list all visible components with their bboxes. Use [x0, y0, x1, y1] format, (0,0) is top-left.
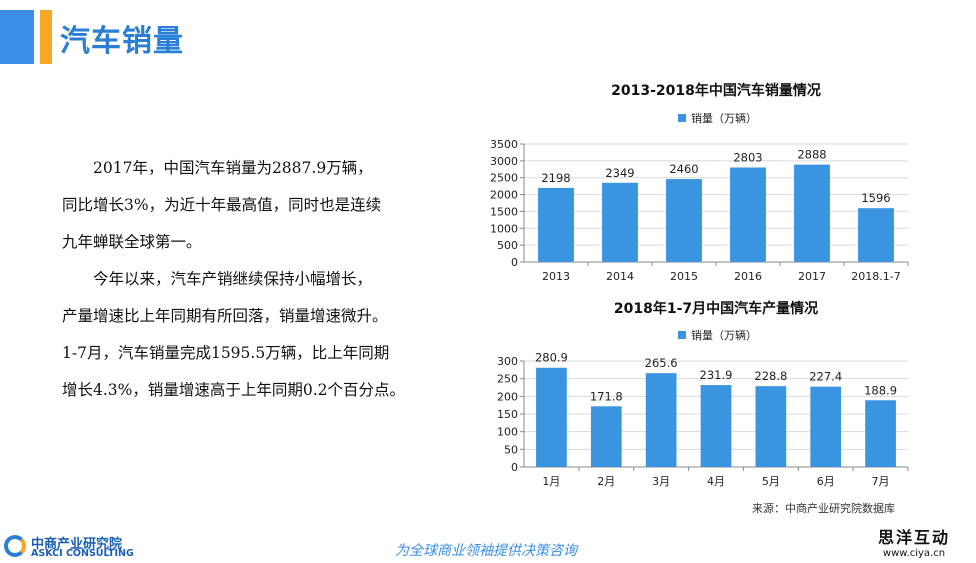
data-label: 265.6: [645, 356, 678, 370]
y-tick-label: 2000: [490, 189, 518, 202]
data-label: 1596: [861, 191, 890, 205]
x-tick-label: 2017: [798, 270, 826, 283]
bar: [602, 182, 638, 262]
data-label: 2349: [605, 166, 634, 180]
source-note: 来源：中商产业研究院数据库: [752, 502, 895, 515]
paragraph-2-line-3: 1-7月，汽车销量完成1595.5万辆，比上年同期: [62, 344, 390, 362]
y-tick-label: 500: [497, 239, 518, 252]
x-tick-label: 2016: [734, 270, 762, 283]
y-tick-label: 1500: [490, 205, 518, 218]
logo-text-en: ASKCI CONSULTING: [31, 548, 134, 559]
watermark-url: www.ciya.cn: [882, 548, 946, 559]
paragraph-2-line-2: 产量增速比上年同期有所回落，销量增速微升。: [62, 307, 388, 325]
x-tick-label: 6月: [817, 475, 835, 488]
bar: [858, 208, 894, 262]
data-label: 2460: [669, 162, 698, 176]
bar: [590, 406, 622, 467]
title-accent-orange: [40, 10, 52, 64]
bar: [755, 386, 787, 467]
bar: [730, 167, 766, 262]
data-label: 2803: [733, 150, 762, 164]
paragraph-1-line-2: 同比增长3%，为近十年最高值，同时也是连续: [62, 196, 382, 214]
bar: [794, 164, 830, 262]
bar: [666, 179, 702, 262]
x-tick-label: 2018.1-7: [851, 270, 900, 283]
paragraph-1-line-3: 九年蝉联全球第一。: [62, 233, 202, 251]
x-tick-label: 2015: [670, 270, 698, 283]
data-label: 2198: [541, 171, 570, 185]
data-label: 227.4: [809, 370, 842, 384]
y-tick-label: 300: [497, 355, 518, 368]
page-title: 汽车销量: [60, 24, 184, 59]
data-label: 228.8: [754, 369, 787, 383]
paragraph-2-line-1: 今年以来，汽车产销继续保持小幅增长，: [93, 270, 373, 288]
bar: [810, 386, 842, 467]
paragraph-1-line-1: 2017年，中国汽车销量为2887.9万辆，: [93, 159, 373, 177]
y-tick-label: 3500: [490, 138, 518, 151]
watermark: 思洋互动 www.ciya.cn: [852, 524, 976, 563]
x-tick-label: 2013: [542, 270, 570, 283]
bar: [538, 187, 574, 262]
x-tick-label: 7月: [872, 475, 890, 488]
data-label: 188.9: [864, 383, 897, 397]
data-label: 171.8: [590, 389, 623, 403]
sales-chart: 2013-2018年中国汽车销量情况销量（万辆） 0 500 1000 1500 2000…: [478, 78, 918, 297]
x-tick-label: 1月: [542, 475, 560, 488]
y-tick-label: 150: [497, 408, 518, 421]
logo-circle-icon: [4, 535, 26, 557]
slogan: 为全球商业领袖提供决策咨询: [395, 543, 577, 559]
company-logo: 中商产业研究院 ASKCI CONSULTING: [4, 533, 164, 561]
legend-swatch: [678, 331, 686, 339]
y-tick-label: 2500: [490, 172, 518, 185]
y-tick-label: 200: [497, 390, 518, 403]
paragraph-2-line-4: 增长4.3%，销量增速高于上年同期0.2个百分点。: [62, 381, 406, 399]
x-tick-label: 2014: [606, 270, 634, 283]
x-tick-label: 5月: [762, 475, 780, 488]
y-tick-label: 50: [504, 443, 518, 456]
data-label: 280.9: [535, 351, 568, 365]
data-label: 231.9: [700, 368, 733, 382]
x-tick-label: 3月: [652, 475, 670, 488]
legend-label: 销量（万辆）: [691, 328, 757, 342]
legend-label: 销量（万辆）: [691, 111, 757, 125]
logo-text-cn: 中商产业研究院: [31, 537, 123, 552]
data-label: 2888: [797, 148, 826, 162]
bar: [865, 400, 896, 467]
bar: [700, 385, 732, 467]
bar: [645, 373, 677, 467]
chart-title: 2013-2018年中国汽车销量情况: [611, 82, 821, 99]
title-accent-blue: [0, 10, 34, 64]
y-tick-label: 0: [511, 256, 518, 269]
x-tick-label: 2月: [597, 475, 615, 488]
y-tick-label: 100: [497, 426, 518, 439]
legend-swatch: [678, 114, 686, 122]
production-chart: 2018年1-7月中国汽车产量情况销量（万辆） 0 50 100 150 200 250 30…: [478, 297, 918, 501]
y-tick-label: 0: [511, 461, 518, 474]
x-tick-label: 4月: [707, 475, 725, 488]
body-text: 2017年，中国汽车销量为2887.9万辆， 同比增长3%，为近十年最高值，同时…: [62, 150, 472, 409]
y-tick-label: 250: [497, 373, 518, 386]
chart-title: 2018年1-7月中国汽车产量情况: [614, 300, 818, 317]
watermark-cn: 思洋互动: [877, 528, 950, 547]
bar: [536, 367, 567, 467]
y-tick-label: 1000: [490, 222, 518, 235]
y-tick-label: 3000: [490, 155, 518, 168]
